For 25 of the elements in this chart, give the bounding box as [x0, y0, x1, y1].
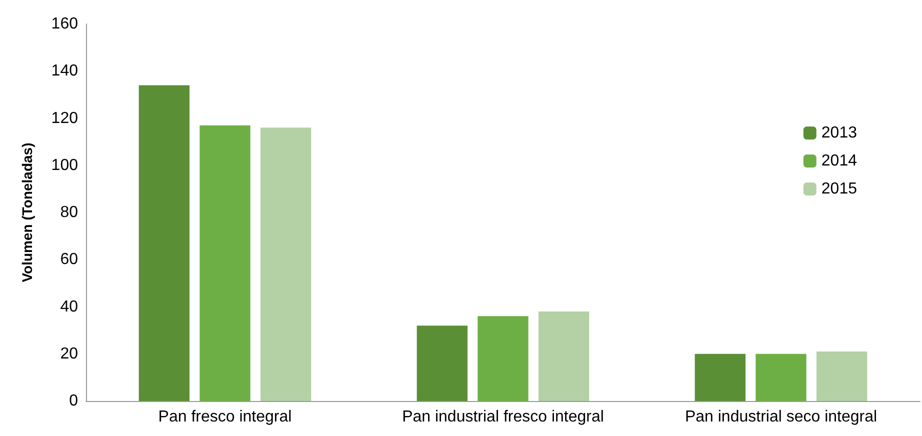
bar	[200, 125, 250, 401]
x-tick-label: Pan industrial seco integral	[684, 408, 878, 426]
x-tick-label: Pan industrial fresco integral	[402, 408, 604, 426]
y-tick-label: 20	[60, 345, 78, 362]
bar	[756, 354, 806, 401]
y-axis-title: Volumen (Toneladas)	[19, 142, 35, 282]
y-tick-label: 80	[60, 204, 78, 221]
y-tick-label: 0	[69, 392, 78, 410]
bar	[694, 354, 746, 401]
y-tick-label: 40	[60, 298, 78, 316]
bar	[416, 326, 468, 401]
y-tick-label: 60	[60, 251, 78, 268]
y-tick-label: 120	[51, 110, 78, 127]
bar	[260, 128, 312, 401]
bar	[138, 85, 190, 401]
bar	[478, 316, 528, 401]
y-tick-label: 100	[51, 156, 78, 174]
x-tick-label: Pan fresco integral	[158, 408, 292, 426]
bar	[538, 311, 590, 401]
y-tick-label: 140	[51, 62, 78, 80]
legend-label: 2013	[821, 124, 858, 142]
y-tick-label: 160	[51, 16, 78, 32]
legend-label: 2014	[821, 152, 858, 170]
bar	[816, 352, 868, 401]
legend-label: 2015	[821, 180, 858, 198]
